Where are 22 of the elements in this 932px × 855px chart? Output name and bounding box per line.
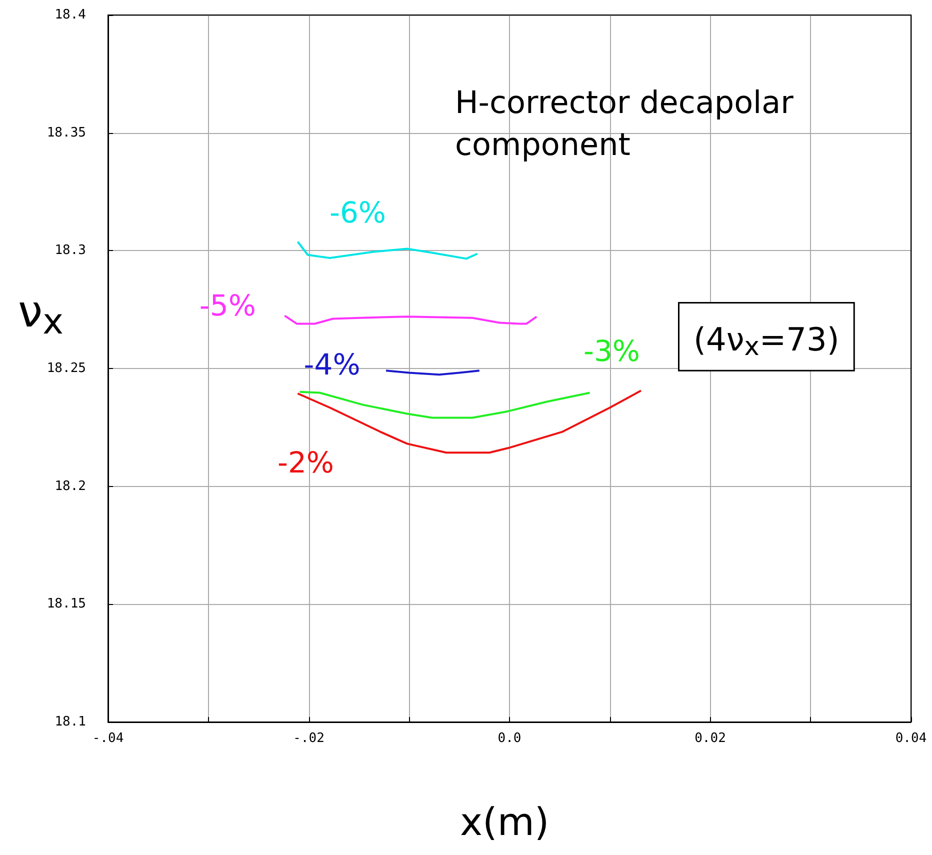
line-series — [296, 240, 478, 260]
series-label: -5% — [199, 288, 256, 323]
y-tick-label: 18.1 — [54, 714, 86, 730]
line-series — [284, 314, 538, 325]
y-tick-label: 18.3 — [54, 243, 86, 258]
x-tick-label: -.04 — [92, 731, 124, 746]
series-label: -3% — [583, 334, 640, 368]
text: H-corrector decapolar component — [455, 85, 804, 163]
x-axis-title: x(m) — [460, 800, 550, 844]
x-tick-label: 0.0 — [498, 731, 522, 746]
x-tick-label: 0.02 — [694, 731, 726, 746]
y-tick-label: 18.15 — [46, 596, 86, 612]
line-series — [298, 390, 591, 419]
x-tick-label: 0.04 — [895, 731, 927, 746]
y-tick-label: 18.25 — [46, 361, 86, 376]
y-tick-label: 18.2 — [54, 478, 86, 494]
series-label: -2% — [277, 445, 334, 480]
series-label: -4% — [304, 348, 360, 382]
y-tick-label: 18.35 — [46, 125, 86, 140]
series-label: -6% — [329, 196, 386, 230]
y-tick-label: 18.4 — [54, 8, 86, 22]
x-tick-label: -.02 — [293, 731, 324, 746]
